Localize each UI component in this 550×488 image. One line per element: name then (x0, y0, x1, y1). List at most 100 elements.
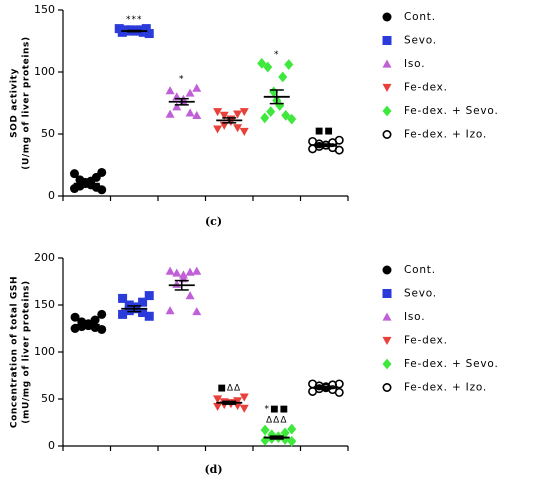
data-point (287, 435, 297, 447)
data-point (284, 59, 294, 70)
legend-marker (382, 12, 392, 22)
significance-mark: * (274, 50, 280, 60)
data-point (278, 71, 288, 83)
legend-marker (382, 336, 392, 345)
data-point (144, 29, 154, 39)
data-point (308, 136, 318, 146)
y-tick-label: 100 (34, 65, 55, 78)
data-point (239, 393, 249, 402)
data-point (144, 291, 154, 301)
data-point (144, 311, 154, 321)
significance-mark: ■ΔΔ (217, 384, 241, 394)
y-tick-label: 200 (34, 251, 55, 264)
data-point (213, 402, 223, 412)
legend-marker (382, 130, 392, 140)
data-point (185, 108, 195, 117)
legend-label: Cont. (404, 264, 436, 276)
legend-marker (382, 105, 392, 117)
data-point (192, 110, 202, 119)
data-point (233, 110, 243, 119)
significance-mark: *■■ (264, 405, 289, 415)
data-point (287, 113, 297, 125)
data-point (192, 266, 202, 275)
legend-label: Iso. (404, 58, 425, 70)
data-point (185, 88, 195, 97)
data-point (118, 293, 128, 303)
legend-label: Iso. (404, 311, 425, 323)
y-tick-label: 150 (34, 298, 55, 311)
caption: (c) (205, 215, 222, 228)
legend-marker (382, 36, 392, 45)
y-axis-label: (mU/mg of liver proteins) (22, 280, 32, 423)
data-point (118, 309, 128, 319)
legend-marker (382, 358, 392, 370)
y-tick-label: 0 (48, 439, 55, 452)
data-point (275, 100, 285, 111)
data-point (219, 111, 229, 120)
legend-marker (382, 59, 392, 68)
data-point (124, 300, 134, 310)
data-point (334, 379, 344, 389)
legend-marker (382, 289, 392, 298)
data-point (281, 110, 291, 121)
y-tick-label: 50 (41, 392, 55, 405)
legend-label: Fe-dex. (404, 82, 448, 94)
data-point (260, 434, 270, 446)
data-point (114, 24, 124, 34)
y-tick-label: 0 (48, 189, 55, 202)
data-point (165, 86, 175, 95)
data-point (131, 302, 141, 312)
y-tick-label: 100 (34, 345, 55, 358)
significance-mark: *** (126, 15, 143, 25)
legend-label: Fe-dex. + Sevo. (404, 358, 499, 370)
significance-mark: ■■ (315, 127, 334, 137)
data-point (239, 108, 249, 117)
data-point (70, 312, 80, 322)
data-point (165, 109, 175, 118)
data-point (260, 112, 270, 124)
data-point (97, 309, 107, 319)
data-point (233, 397, 243, 406)
data-point (192, 307, 202, 316)
data-point (124, 306, 134, 316)
y-tick-label: 150 (34, 3, 55, 16)
data-point (219, 121, 229, 130)
legend-marker (382, 265, 392, 275)
data-point (141, 24, 151, 34)
caption: (d) (204, 463, 222, 476)
data-point (239, 404, 249, 413)
legend-label: Sevo. (404, 288, 437, 300)
legend-marker (382, 382, 392, 392)
data-point (213, 125, 223, 134)
y-tick-label: 50 (41, 127, 55, 140)
data-point (165, 266, 175, 275)
data-point (233, 124, 243, 133)
legend-label: Fe-dex. + Izo. (404, 382, 487, 394)
data-point (97, 167, 107, 177)
data-point (287, 423, 297, 435)
data-point (185, 267, 195, 276)
significance-mark: * (179, 75, 185, 85)
legend-label: Fe-dex. + Sevo. (404, 105, 499, 117)
legend-label: Fe-dex. + Izo. (404, 129, 487, 141)
data-point (213, 395, 223, 404)
data-point (69, 169, 79, 179)
data-point (138, 297, 148, 307)
data-point (185, 291, 195, 300)
legend-label: Fe-dex. (404, 335, 448, 347)
data-point (165, 306, 175, 315)
data-point (213, 108, 223, 117)
legend-marker (382, 83, 392, 92)
significance-mark: ΔΔΔ (266, 416, 287, 426)
data-point (260, 424, 270, 436)
legend-label: Sevo. (404, 35, 437, 47)
data-point (266, 106, 276, 118)
data-point (257, 57, 267, 69)
data-point (269, 86, 279, 98)
data-point (120, 25, 130, 35)
data-point (172, 268, 182, 277)
data-point (172, 102, 182, 111)
y-axis-label: SOD activity (10, 68, 20, 138)
y-axis-label: Concentration of total GSH (10, 276, 20, 428)
